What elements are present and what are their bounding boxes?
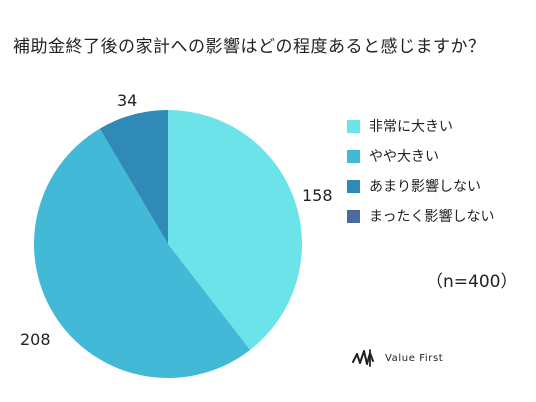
data-label-非常に大きい: 158	[302, 186, 333, 205]
pie-slice-非常に大きい	[168, 110, 302, 350]
logo-text: Value First	[385, 352, 444, 364]
legend-swatch	[347, 119, 360, 133]
legend-item-まったく影響しない: まったく影響しない	[347, 208, 495, 225]
legend-label: 非常に大きい	[369, 119, 453, 135]
legend-label: まったく影響しない	[369, 209, 495, 225]
sample-size: （n=400）	[426, 272, 518, 292]
value-first-logo-icon	[352, 349, 374, 367]
legend-item-非常に大きい: 非常に大きい	[347, 118, 494, 135]
legend: 非常に大きい やや大きい あまり影響しない まったく影響しない	[347, 118, 494, 238]
legend-swatch	[347, 209, 360, 223]
legend-item-やや大きい: やや大きい	[347, 148, 494, 165]
legend-label: あまり影響しない	[369, 179, 481, 195]
legend-swatch	[347, 179, 360, 193]
data-label-やや大きい: 208	[20, 330, 51, 349]
data-label-あまり影響しない: 34	[117, 91, 138, 110]
legend-item-あまり影響しない: あまり影響しない	[347, 178, 494, 195]
brand-logo: Value First	[352, 348, 443, 368]
chart-title: 補助金終了後の家計への影響はどの程度あると感じますか？	[13, 37, 486, 57]
legend-label: やや大きい	[369, 149, 439, 165]
legend-swatch	[347, 149, 360, 163]
pie-slice-やや大きい	[33, 128, 251, 379]
pie-slice-あまり影響しない	[99, 110, 168, 244]
